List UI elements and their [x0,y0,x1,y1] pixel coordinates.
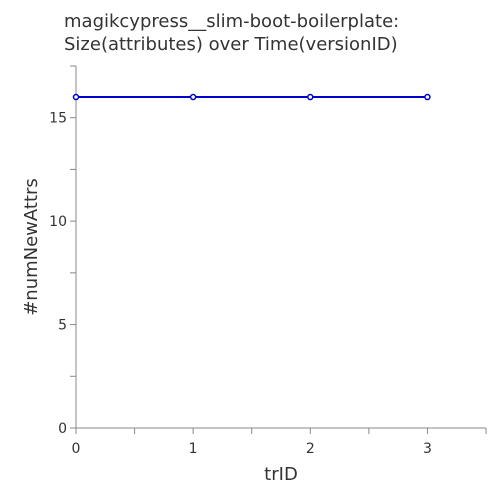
data-point [191,95,196,100]
x-tick-label: 1 [189,441,198,457]
x-tick-label: 0 [72,441,81,457]
y-tick-label: 15 [49,111,67,127]
data-point [308,95,313,100]
ticks: 0 1 2 3 0 5 10 15 [49,66,486,457]
data-point [425,95,430,100]
series [74,95,430,100]
y-tick-label: 0 [58,421,67,437]
y-tick-label: 5 [58,318,67,334]
chart-title-line-2: Size(attributes) over Time(versionID) [64,34,398,55]
chart-title-line-1: magikcypress__slim-boot-boilerplate: [64,11,399,32]
y-axis-label: #numNewAttrs [21,178,42,316]
x-axis-label: trID [264,464,298,485]
data-point [74,95,79,100]
y-tick-label: 10 [49,214,67,230]
x-tick-label: 3 [423,441,432,457]
axes [76,66,486,428]
x-tick-label: 2 [306,441,315,457]
